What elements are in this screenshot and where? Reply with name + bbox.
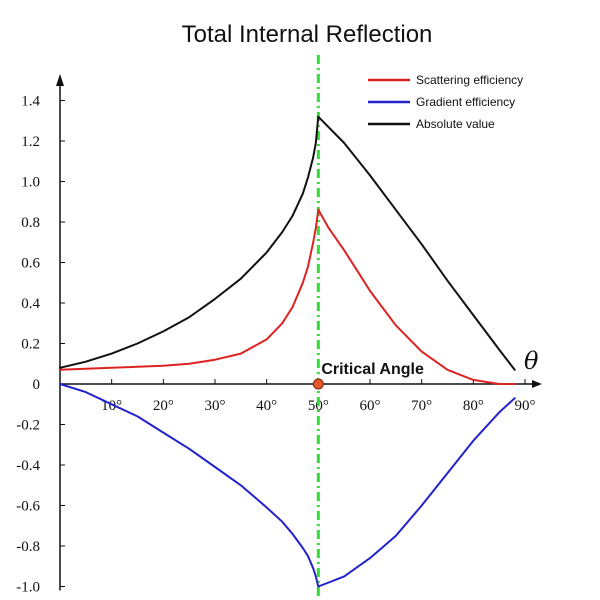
y-tick-label: 0.4 xyxy=(21,296,40,312)
critical-angle-group xyxy=(312,55,324,600)
x-tick-label: 30° xyxy=(205,398,226,414)
y-tick-label: -0.4 xyxy=(16,458,40,474)
series-line-gradient-efficiency xyxy=(59,383,516,588)
legend-label: Scattering efficiency xyxy=(416,73,523,87)
y-tick-label: 0.6 xyxy=(21,256,40,272)
x-tick-label: 90° xyxy=(515,398,536,414)
series-line-absolute-value xyxy=(59,115,516,371)
x-tick-label: 20° xyxy=(153,398,174,414)
y-tick-label: 0.2 xyxy=(21,337,40,353)
y-tick-label: 0.8 xyxy=(21,215,40,231)
x-tick-label: 70° xyxy=(411,398,432,414)
y-tick-label: 1.4 xyxy=(21,94,40,110)
legend: Scattering efficiency Gradient efficiency… xyxy=(368,73,523,131)
legend-label: Gradient efficiency xyxy=(416,95,515,109)
axes: 1.4 1.2 1.0 0.8 0.6 0.4 0.2 0 -0.2 -0.4 -0.6 -0.8 -1… xyxy=(16,74,542,596)
x-tick-label: 80° xyxy=(463,398,484,414)
critical-angle-marker xyxy=(312,378,324,390)
y-axis-arrow xyxy=(56,74,64,86)
y-tick-label: 0 xyxy=(33,377,41,393)
series-group: Critical Angle xyxy=(59,115,516,588)
y-tick-label: -0.2 xyxy=(16,418,40,434)
chart-title: Total Internal Reflection xyxy=(182,21,433,48)
y-tick-label: 1.2 xyxy=(21,134,40,150)
series-line-scattering-efficiency xyxy=(59,208,516,385)
y-tick-label: -0.8 xyxy=(16,539,40,555)
critical-angle-label: Critical Angle xyxy=(321,361,424,378)
x-tick-label: 60° xyxy=(360,398,381,414)
y-tick-label: -1.0 xyxy=(16,580,40,596)
x-axis-label: θ xyxy=(524,347,539,375)
x-axis-arrow xyxy=(532,380,542,388)
y-tick-label: 1.0 xyxy=(21,175,40,191)
legend-label: Absolute value xyxy=(416,117,495,131)
x-tick-label: 40° xyxy=(256,398,277,414)
y-tick-label: -0.6 xyxy=(16,499,40,515)
